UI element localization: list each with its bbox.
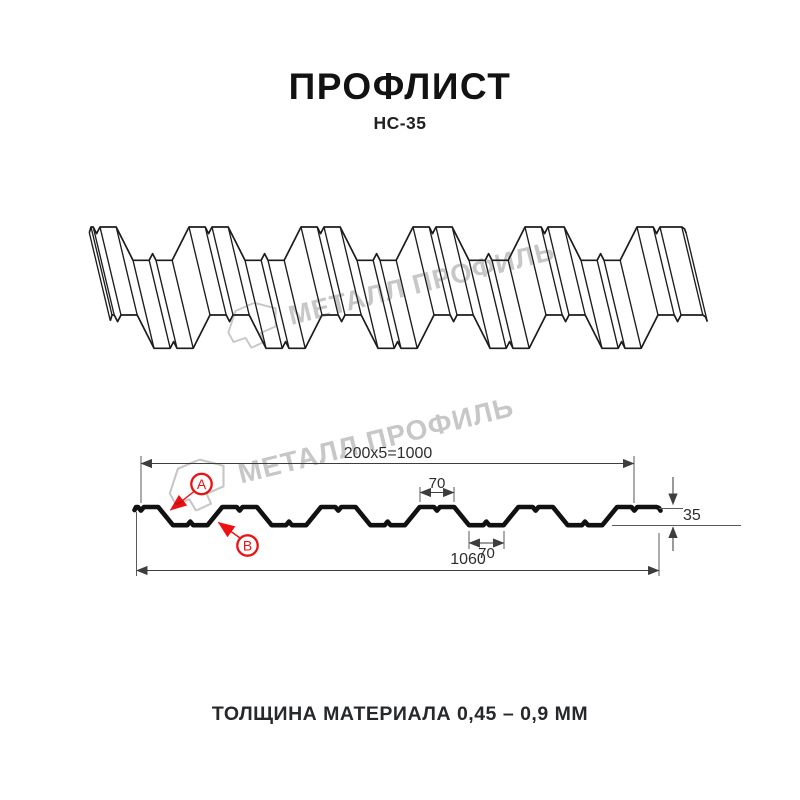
- dim-rib-top-label: 70: [429, 475, 446, 492]
- sheet-surface: [89, 227, 708, 349]
- page-title: ПРОФЛИСТ: [288, 66, 512, 107]
- label-b: B: [217, 521, 259, 557]
- label-b-letter: B: [243, 538, 252, 554]
- cross-section-view: 200x5=1000 70 70 35: [132, 445, 741, 576]
- label-a-arrow: [169, 490, 195, 511]
- dim-total-width: 1060: [135, 512, 660, 576]
- sheet-back-edge: [88, 226, 688, 262]
- dim-height: 35: [612, 477, 741, 551]
- dim-total-width-label: 1060: [450, 551, 486, 568]
- sheet-front-edge: [109, 314, 709, 350]
- dim-rib-top: 70: [419, 475, 455, 502]
- label-b-arrow: [217, 521, 241, 539]
- rib-edge-lines: [88, 226, 708, 349]
- dim-pitch-label: 200x5=1000: [344, 445, 433, 462]
- profile-model-subtitle: НС-35: [373, 113, 427, 133]
- dim-valley: 70: [468, 531, 505, 562]
- profile-3d-view: [88, 226, 709, 350]
- dim-height-label: 35: [683, 507, 701, 524]
- dim-pitch: 200x5=1000: [140, 445, 635, 503]
- dim-valley-label: 70: [478, 545, 495, 562]
- profile-outline: [132, 504, 663, 528]
- material-thickness-note: ТОЛЩИНА МАТЕРИАЛА 0,45 – 0,9 ММ: [211, 703, 589, 725]
- label-a: A: [169, 472, 213, 511]
- label-a-letter: A: [197, 476, 207, 492]
